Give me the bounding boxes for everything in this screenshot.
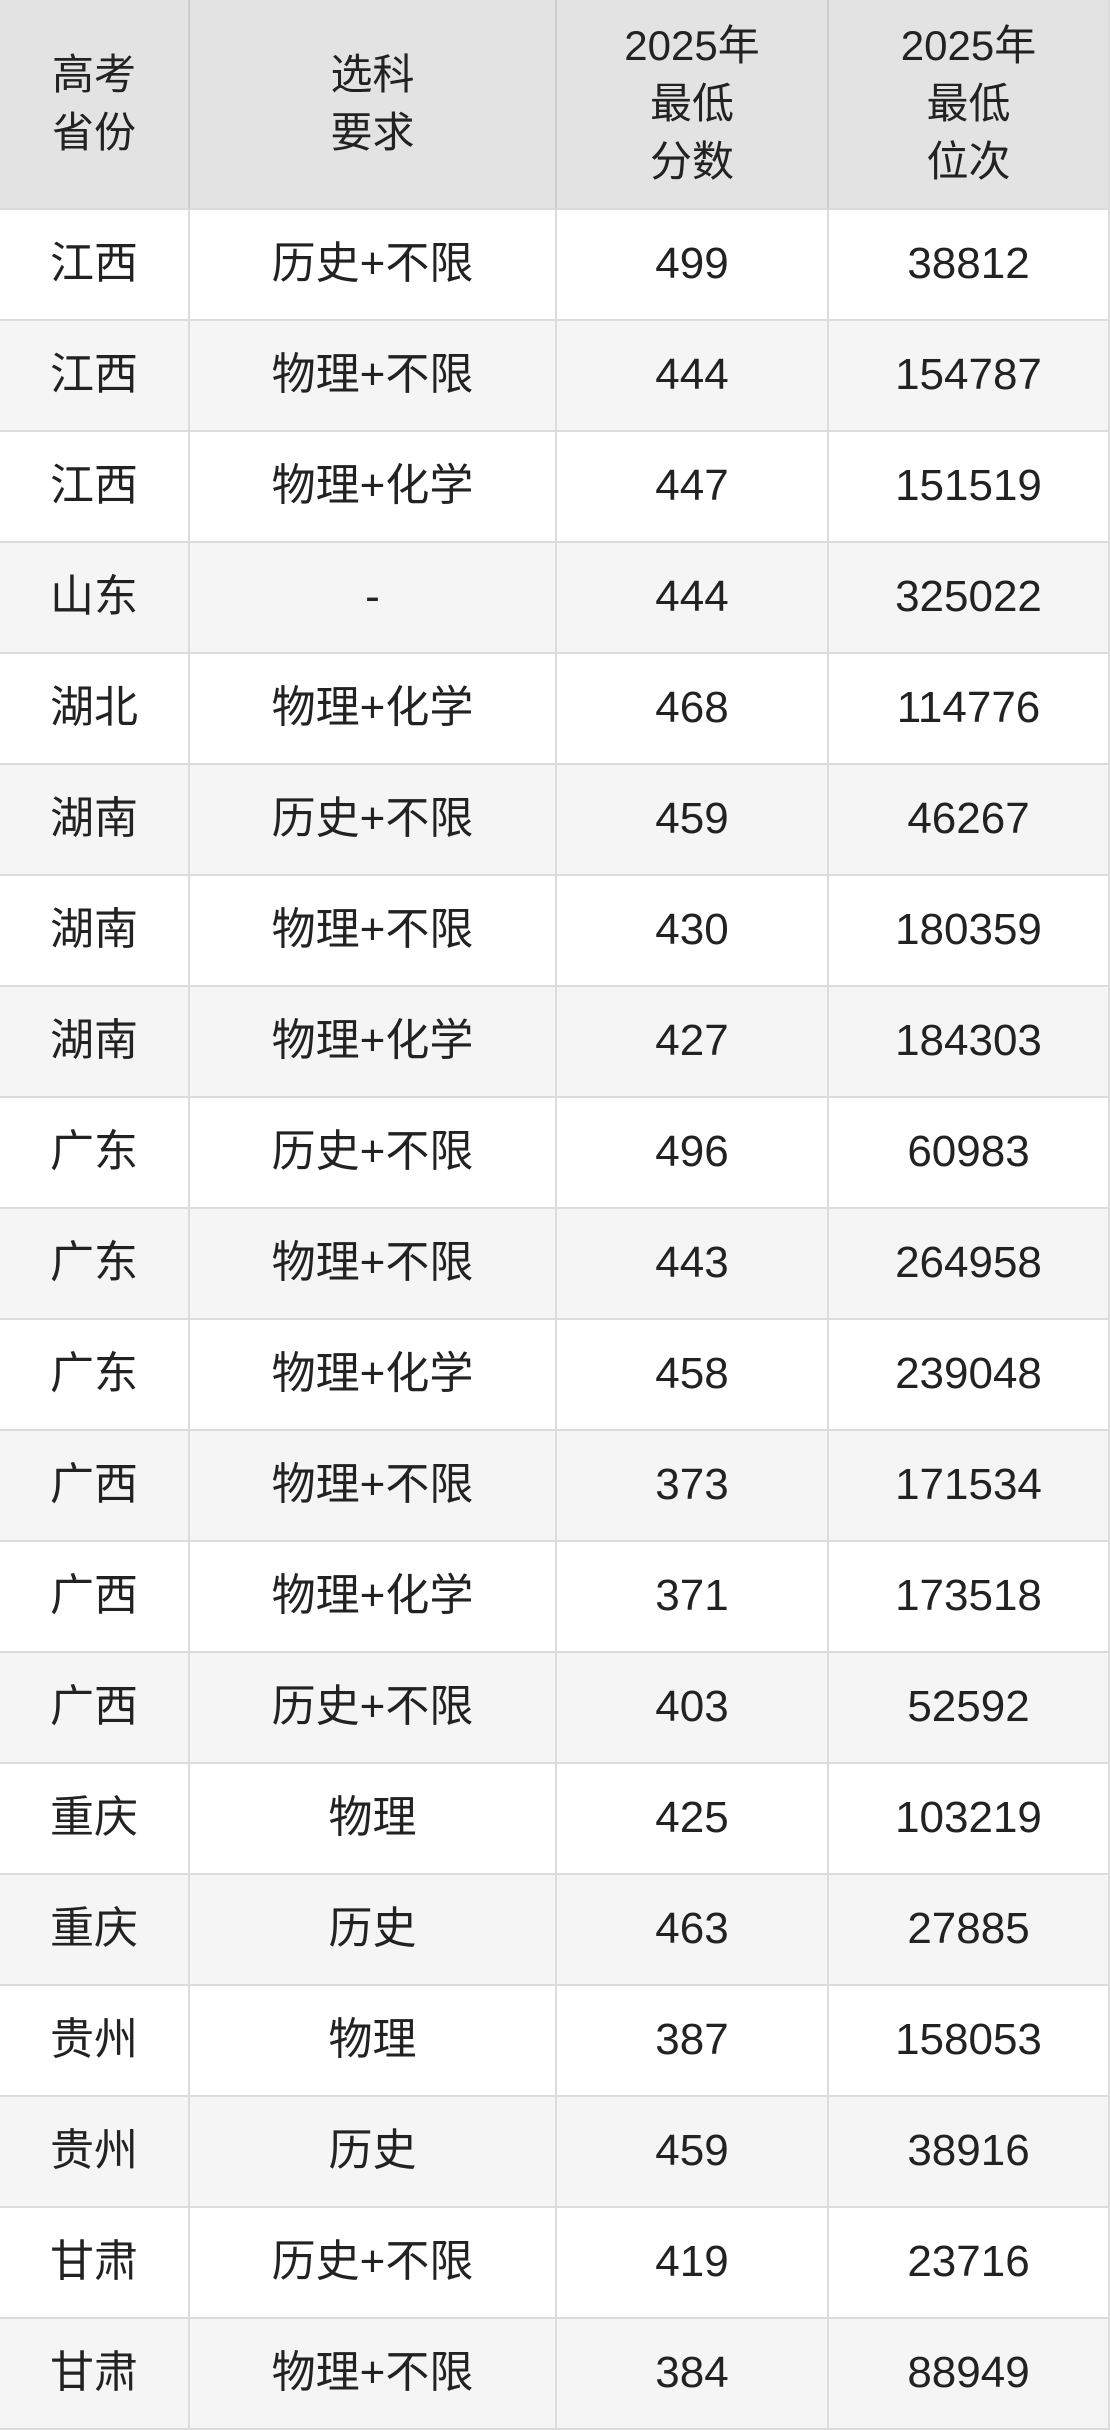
cell-requirement: 物理+化学 — [190, 654, 557, 765]
cell-requirement: 物理+化学 — [190, 1542, 557, 1653]
cell-requirement: 历史 — [190, 2097, 557, 2208]
cell-min-rank: 171534 — [829, 1431, 1110, 1542]
cell-min-score: 443 — [557, 1209, 829, 1320]
cell-province: 重庆 — [0, 1875, 190, 1986]
cell-province: 湖南 — [0, 876, 190, 987]
cell-province: 广东 — [0, 1320, 190, 1431]
cell-province: 贵州 — [0, 2097, 190, 2208]
cell-min-score: 373 — [557, 1431, 829, 1542]
cell-requirement: 物理+化学 — [190, 432, 557, 543]
cell-province: 广西 — [0, 1431, 190, 1542]
cell-requirement: 历史 — [190, 1875, 557, 1986]
cell-requirement: 物理+不限 — [190, 321, 557, 432]
cell-min-score: 444 — [557, 321, 829, 432]
cell-min-score: 463 — [557, 1875, 829, 1986]
cell-min-score: 499 — [557, 210, 829, 321]
cell-requirement: 历史+不限 — [190, 765, 557, 876]
cell-min-rank: 151519 — [829, 432, 1110, 543]
cell-province: 湖北 — [0, 654, 190, 765]
cell-min-score: 427 — [557, 987, 829, 1098]
cell-requirement: 历史+不限 — [190, 2208, 557, 2319]
cell-province: 山东 — [0, 543, 190, 654]
cell-requirement: 历史+不限 — [190, 1653, 557, 1764]
cell-min-rank: 158053 — [829, 1986, 1110, 2097]
cell-min-rank: 38916 — [829, 2097, 1110, 2208]
cell-requirement: 历史+不限 — [190, 1098, 557, 1209]
cell-min-score: 458 — [557, 1320, 829, 1431]
cell-min-rank: 46267 — [829, 765, 1110, 876]
cell-min-score: 468 — [557, 654, 829, 765]
cell-min-rank: 184303 — [829, 987, 1110, 1098]
cell-province: 江西 — [0, 432, 190, 543]
cell-min-rank: 88949 — [829, 2319, 1110, 2430]
cell-min-score: 444 — [557, 543, 829, 654]
cell-province: 重庆 — [0, 1764, 190, 1875]
cell-province: 甘肃 — [0, 2319, 190, 2430]
cell-min-rank: 103219 — [829, 1764, 1110, 1875]
cell-min-score: 459 — [557, 2097, 829, 2208]
cell-province: 广西 — [0, 1653, 190, 1764]
cell-province: 广东 — [0, 1209, 190, 1320]
cell-province: 湖南 — [0, 987, 190, 1098]
cell-min-rank: 264958 — [829, 1209, 1110, 1320]
cell-province: 江西 — [0, 321, 190, 432]
cell-min-score: 459 — [557, 765, 829, 876]
cell-min-rank: 38812 — [829, 210, 1110, 321]
cell-province: 江西 — [0, 210, 190, 321]
header-cell-min-rank: 2025年 最低 位次 — [829, 0, 1110, 210]
cell-min-rank: 60983 — [829, 1098, 1110, 1209]
cell-requirement: - — [190, 543, 557, 654]
cell-min-score: 387 — [557, 1986, 829, 2097]
cell-min-score: 403 — [557, 1653, 829, 1764]
cell-min-rank: 239048 — [829, 1320, 1110, 1431]
cell-min-rank: 173518 — [829, 1542, 1110, 1653]
cell-min-rank: 154787 — [829, 321, 1110, 432]
cell-min-rank: 114776 — [829, 654, 1110, 765]
cell-province: 湖南 — [0, 765, 190, 876]
cell-requirement: 物理+不限 — [190, 1209, 557, 1320]
cell-min-rank: 52592 — [829, 1653, 1110, 1764]
header-cell-requirement: 选科 要求 — [190, 0, 557, 210]
header-cell-province: 高考 省份 — [0, 0, 190, 210]
cell-min-rank: 325022 — [829, 543, 1110, 654]
cell-min-rank: 27885 — [829, 1875, 1110, 1986]
cell-province: 广西 — [0, 1542, 190, 1653]
cell-requirement: 物理+不限 — [190, 2319, 557, 2430]
header-cell-min-score: 2025年 最低 分数 — [557, 0, 829, 210]
cell-province: 贵州 — [0, 1986, 190, 2097]
cell-requirement: 物理 — [190, 1764, 557, 1875]
cell-min-rank: 23716 — [829, 2208, 1110, 2319]
cell-requirement: 物理+不限 — [190, 876, 557, 987]
cell-requirement: 物理+不限 — [190, 1431, 557, 1542]
cell-min-score: 430 — [557, 876, 829, 987]
cell-min-score: 384 — [557, 2319, 829, 2430]
cell-province: 广东 — [0, 1098, 190, 1209]
cell-min-score: 496 — [557, 1098, 829, 1209]
cell-min-score: 447 — [557, 432, 829, 543]
cell-min-rank: 180359 — [829, 876, 1110, 987]
cell-requirement: 物理+化学 — [190, 987, 557, 1098]
cell-requirement: 物理+化学 — [190, 1320, 557, 1431]
cell-min-score: 371 — [557, 1542, 829, 1653]
cell-province: 甘肃 — [0, 2208, 190, 2319]
cell-requirement: 历史+不限 — [190, 210, 557, 321]
cell-min-score: 419 — [557, 2208, 829, 2319]
cell-min-score: 425 — [557, 1764, 829, 1875]
cell-requirement: 物理 — [190, 1986, 557, 2097]
